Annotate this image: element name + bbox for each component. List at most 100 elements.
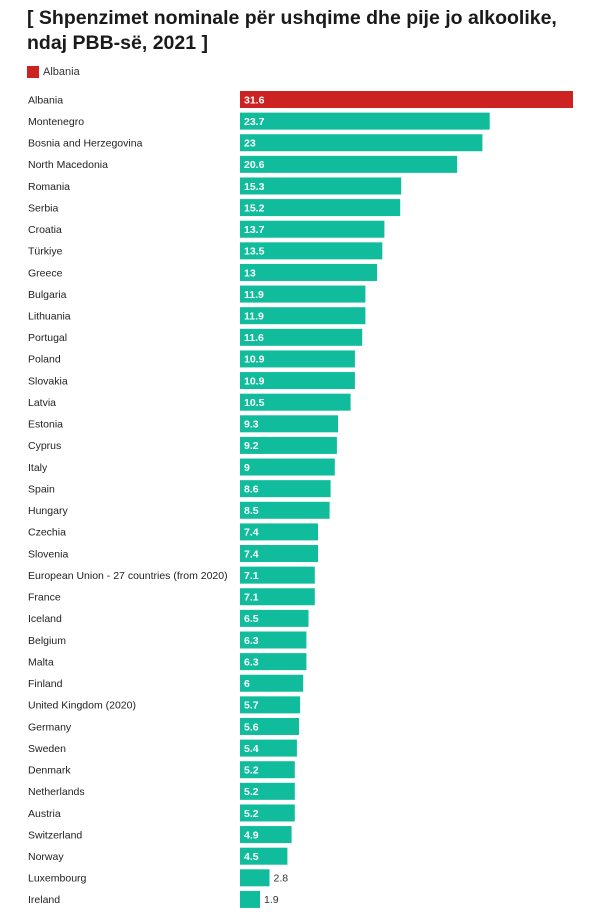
category-label: Portugal [28, 332, 67, 344]
bar [240, 112, 490, 130]
data-label: 11.6 [244, 332, 264, 344]
bar [240, 155, 458, 173]
category-label: Switzerland [28, 829, 82, 841]
bar [240, 847, 288, 865]
bar [240, 631, 307, 649]
bar [240, 609, 309, 627]
bar [240, 91, 573, 108]
data-label: 10.5 [244, 397, 265, 409]
bar [240, 242, 383, 260]
bar [240, 177, 402, 195]
bar [240, 545, 318, 563]
category-label: Italy [28, 462, 48, 474]
bar [240, 782, 295, 800]
bar [240, 717, 299, 735]
chart-title: [ Shpenzimet nominale për ushqime dhe pi… [27, 7, 557, 54]
data-label: 5.7 [244, 700, 259, 712]
category-label: Germany [28, 721, 72, 733]
category-label: Ireland [28, 894, 60, 906]
data-label: 13.5 [244, 246, 265, 258]
data-label: 5.4 [244, 743, 259, 755]
category-label: Malta [28, 656, 54, 668]
data-label: 5.2 [244, 808, 259, 820]
data-label: 4.9 [244, 829, 259, 841]
data-label: 7.4 [244, 548, 259, 560]
category-label: Czechia [28, 527, 66, 539]
data-label: 15.2 [244, 202, 265, 214]
bar [240, 804, 295, 822]
data-label: 9.2 [244, 440, 259, 452]
category-label: Romania [28, 181, 70, 193]
category-label: Lithuania [28, 311, 71, 323]
bar [240, 307, 366, 325]
category-label: Netherlands [28, 786, 85, 798]
category-label: France [28, 592, 61, 604]
category-label: Poland [28, 354, 61, 366]
data-label: 11.9 [244, 311, 264, 323]
data-label: 5.2 [244, 765, 259, 777]
category-label: Albania [28, 94, 63, 106]
data-label: 23.7 [244, 116, 265, 128]
data-label: 6.3 [244, 635, 259, 647]
data-label: 31.6 [244, 94, 265, 106]
data-label: 7.4 [244, 527, 259, 539]
category-label: Bosnia and Herzegovina [28, 138, 143, 150]
bar [240, 415, 338, 433]
bar [240, 890, 260, 908]
bar [240, 696, 301, 714]
data-label: 13.7 [244, 224, 265, 236]
data-label: 15.3 [244, 181, 265, 193]
bar [240, 566, 315, 584]
data-label: 10.9 [244, 354, 265, 366]
data-label: 6.3 [244, 656, 259, 668]
bar [240, 826, 292, 844]
category-label: Spain [28, 483, 55, 495]
category-label: Türkiye [28, 246, 63, 258]
data-label: 7.1 [244, 570, 259, 582]
category-label: Denmark [28, 765, 71, 777]
legend: Albania [27, 65, 80, 79]
data-label: 23 [244, 138, 256, 150]
data-label: 7.1 [244, 592, 259, 604]
category-label: Iceland [28, 613, 62, 625]
data-label: 5.2 [244, 786, 259, 798]
category-label: Luxembourg [28, 873, 87, 885]
category-label: Serbia [28, 202, 59, 214]
data-label: 10.9 [244, 375, 265, 387]
category-label: Austria [28, 808, 61, 820]
category-label: Greece [28, 267, 63, 279]
bar [240, 263, 377, 281]
data-label: 1.9 [264, 894, 279, 906]
data-label: 13 [244, 267, 256, 279]
bar [240, 501, 330, 519]
bar [240, 220, 385, 238]
bar [240, 523, 318, 541]
category-label: United Kingdom (2020) [28, 700, 136, 712]
category-label: Belgium [28, 635, 66, 647]
bar [240, 761, 295, 779]
data-label: 2.8 [274, 873, 289, 885]
data-label: 9.3 [244, 419, 259, 431]
bar [240, 372, 355, 390]
bar [240, 285, 366, 303]
category-label: Hungary [28, 505, 68, 517]
category-label: Finland [28, 678, 63, 690]
bar [240, 350, 355, 368]
category-label: European Union - 27 countries (from 2020… [28, 570, 228, 582]
category-label: Montenegro [28, 116, 84, 128]
bar [240, 869, 270, 887]
bar [240, 588, 315, 606]
category-label: Bulgaria [28, 289, 67, 301]
bar [240, 674, 304, 692]
data-label: 5.6 [244, 721, 259, 733]
data-label: 6.5 [244, 613, 259, 625]
data-label: 8.5 [244, 505, 259, 517]
data-label: 6 [244, 678, 250, 690]
bar [240, 199, 401, 217]
bar [240, 458, 335, 476]
data-label: 4.5 [244, 851, 259, 863]
bar [240, 480, 331, 498]
bar [240, 393, 351, 411]
legend-swatch [27, 66, 39, 78]
category-label: Croatia [28, 224, 62, 236]
